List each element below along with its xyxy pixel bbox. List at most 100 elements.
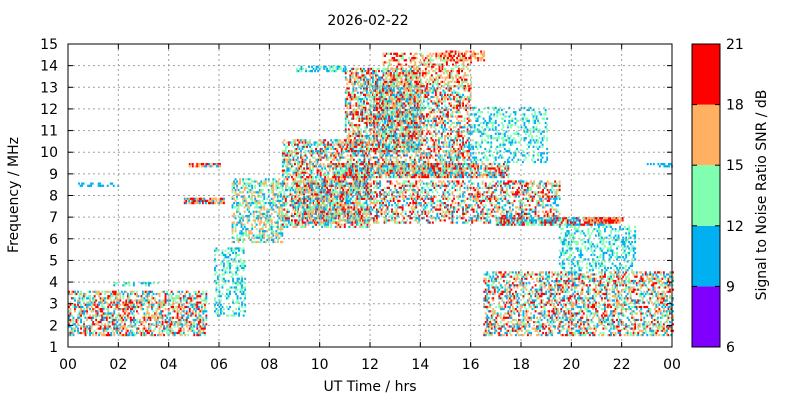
snr-cell (90, 323, 93, 326)
snr-cell (258, 217, 261, 220)
snr-cell (406, 154, 409, 157)
snr-cell (404, 108, 407, 112)
snr-cell (116, 331, 119, 335)
snr-cell (417, 137, 420, 140)
snr-cell (292, 141, 295, 144)
snr-cell (181, 325, 184, 328)
snr-cell (352, 104, 355, 107)
snr-cell (275, 184, 278, 187)
snr-cell (403, 154, 406, 157)
snr-cell (385, 104, 388, 107)
snr-cell (292, 215, 295, 218)
snr-cell (236, 197, 238, 200)
snr-cell (366, 225, 369, 228)
snr-cell (385, 102, 387, 105)
snr-cell (391, 130, 394, 133)
snr-cell (87, 327, 90, 330)
snr-cell (281, 232, 284, 235)
snr-cell (214, 310, 216, 313)
snr-cell (214, 202, 216, 205)
snr-cell (368, 158, 370, 161)
snr-cell (397, 139, 400, 142)
snr-cell (333, 70, 336, 73)
snr-cell (404, 104, 407, 107)
snr-cell (366, 223, 369, 226)
snr-cell (340, 191, 343, 194)
snr-cell (361, 150, 364, 153)
snr-cell (390, 130, 392, 133)
snr-cell (337, 154, 340, 157)
snr-cell (376, 121, 379, 125)
snr-cell (346, 145, 349, 148)
snr-cell (117, 301, 120, 304)
snr-cell (129, 308, 132, 311)
snr-cell (110, 316, 113, 319)
snr-cell (340, 223, 343, 226)
snr-cell (348, 186, 351, 189)
snr-cell (294, 225, 296, 228)
snr-cell (360, 221, 363, 224)
snr-cell (365, 191, 367, 194)
snr-cell (163, 290, 165, 293)
snr-cell (334, 202, 337, 205)
snr-cell (110, 301, 113, 304)
snr-cell (351, 143, 354, 146)
snr-cell (382, 89, 384, 92)
snr-cell (370, 147, 372, 151)
snr-cell (400, 165, 403, 168)
snr-cell (276, 232, 279, 235)
snr-cell (233, 180, 235, 183)
snr-cell (221, 249, 224, 252)
snr-cell (234, 178, 237, 181)
snr-cell (227, 295, 230, 298)
snr-cell (109, 182, 112, 185)
snr-cell (235, 260, 237, 263)
snr-cell (394, 126, 397, 129)
snr-cell (71, 331, 73, 335)
snr-cell (191, 202, 194, 205)
snr-cell (251, 202, 254, 205)
snr-cell (324, 65, 327, 68)
snr-cell (339, 154, 342, 157)
snr-cell (314, 70, 316, 73)
snr-cell (350, 74, 353, 77)
snr-cell (283, 182, 286, 185)
snr-cell (237, 238, 240, 241)
snr-cell (340, 156, 343, 159)
snr-cell (358, 119, 361, 122)
snr-cell (283, 163, 286, 166)
snr-cell (418, 108, 421, 112)
snr-cell (295, 139, 298, 142)
snr-cell (318, 67, 321, 70)
snr-cell (340, 145, 343, 148)
snr-cell (349, 70, 352, 73)
snr-cell (119, 295, 122, 298)
snr-cell (152, 310, 155, 313)
snr-cell (272, 230, 275, 233)
snr-cell (80, 314, 82, 317)
snr-cell (366, 147, 368, 151)
snr-cell (99, 301, 102, 304)
snr-cell (113, 331, 116, 335)
snr-cell (382, 150, 384, 153)
snr-cell (161, 318, 164, 322)
snr-cell (263, 180, 266, 183)
snr-cell (379, 104, 381, 107)
snr-cell (137, 327, 140, 330)
snr-cell (203, 310, 206, 313)
snr-cell (194, 303, 197, 306)
snr-cell (143, 297, 146, 300)
snr-cell (345, 221, 348, 224)
snr-cell (301, 163, 304, 166)
snr-cell (267, 208, 270, 211)
snr-cell (182, 314, 185, 317)
snr-cell (319, 165, 322, 168)
snr-cell (229, 305, 231, 309)
snr-cell (388, 74, 391, 77)
snr-cell (295, 219, 298, 222)
snr-cell (392, 139, 395, 142)
snr-cell (352, 76, 355, 79)
snr-cell (263, 223, 266, 226)
snr-cell (149, 299, 152, 302)
snr-cell (292, 208, 295, 211)
